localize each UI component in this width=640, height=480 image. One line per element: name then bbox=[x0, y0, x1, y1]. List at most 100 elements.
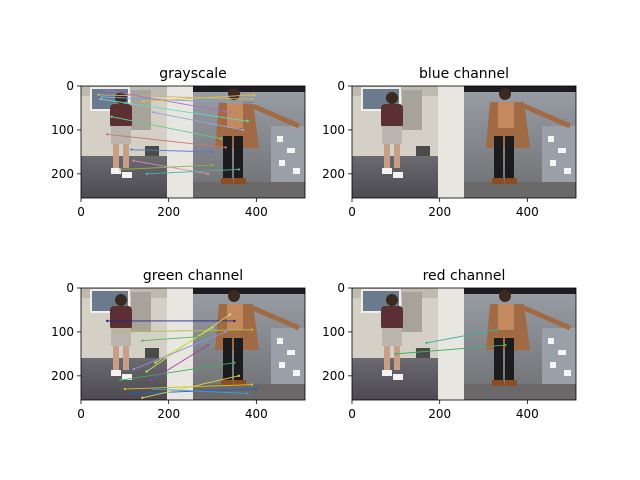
match-line bbox=[120, 362, 235, 381]
image-pair bbox=[81, 288, 305, 400]
keypoint bbox=[504, 343, 507, 347]
image-pair bbox=[352, 288, 576, 400]
keypoint bbox=[250, 383, 254, 386]
y-tick-label: 0 bbox=[66, 281, 74, 295]
keypoint bbox=[145, 370, 148, 373]
y-tick-label: 100 bbox=[51, 325, 74, 339]
subplot-1: blue channel 0 200 400 0 100 200 bbox=[322, 66, 577, 219]
subplot-3: red channel 0 200 400 0 100 200 bbox=[322, 268, 577, 421]
x-tick-label: 200 bbox=[428, 407, 451, 421]
keypoint bbox=[211, 150, 214, 154]
x-tick-label: 0 bbox=[348, 407, 356, 421]
keypoint bbox=[110, 115, 113, 118]
subplot-title: green channel bbox=[143, 268, 243, 284]
x-tick-label: 200 bbox=[157, 407, 180, 421]
keypoint bbox=[252, 93, 256, 96]
keypoint bbox=[141, 396, 144, 400]
keypoint bbox=[237, 168, 241, 171]
x-tick-label: 0 bbox=[348, 205, 356, 219]
keypoint bbox=[132, 368, 135, 371]
keypoint bbox=[228, 111, 232, 114]
keypoint bbox=[141, 339, 144, 342]
keypoint bbox=[119, 168, 122, 171]
match-line bbox=[111, 116, 222, 140]
keypoint bbox=[106, 89, 109, 92]
keypoint bbox=[130, 148, 133, 151]
keypoint bbox=[206, 172, 210, 176]
keypoint bbox=[106, 133, 109, 136]
keypoint bbox=[106, 319, 109, 323]
keypoint bbox=[123, 387, 127, 391]
match-line bbox=[100, 98, 248, 122]
y-tick-label: 0 bbox=[337, 281, 345, 295]
y-tick-label: 0 bbox=[337, 79, 345, 93]
y-tick-label: 200 bbox=[322, 369, 345, 383]
keypoint bbox=[241, 128, 245, 132]
y-tick-label: 200 bbox=[51, 167, 74, 181]
keypoint bbox=[211, 163, 214, 167]
keypoint bbox=[97, 93, 100, 96]
match-line bbox=[107, 89, 231, 113]
keypoint bbox=[206, 343, 210, 347]
keypoint bbox=[425, 341, 428, 345]
match-line bbox=[133, 331, 226, 370]
keypoint bbox=[99, 97, 102, 101]
keypoint bbox=[114, 330, 118, 334]
match-line bbox=[426, 329, 497, 344]
match-line bbox=[142, 335, 204, 342]
keypoint bbox=[255, 387, 258, 391]
keypoint bbox=[100, 95, 104, 99]
x-tick-label: 0 bbox=[77, 205, 85, 219]
match-line bbox=[131, 149, 213, 153]
keypoint bbox=[224, 330, 227, 334]
match-line bbox=[142, 375, 239, 399]
keypoint bbox=[495, 328, 498, 331]
subplot-2: green channel 0 200 400 0 100 200 bbox=[51, 268, 306, 421]
keypoint bbox=[132, 159, 135, 162]
y-tick-label: 0 bbox=[66, 79, 74, 93]
keypoint bbox=[228, 313, 232, 316]
keypoint bbox=[141, 100, 144, 103]
subplot-title: red channel bbox=[423, 268, 506, 284]
keypoint bbox=[394, 352, 398, 356]
keypoint bbox=[233, 319, 236, 323]
match-line bbox=[98, 94, 252, 100]
keypoint bbox=[152, 111, 155, 114]
keypoint bbox=[224, 146, 227, 149]
y-tick-label: 100 bbox=[322, 123, 345, 137]
keypoint bbox=[149, 379, 153, 382]
match-line bbox=[395, 344, 506, 355]
x-tick-label: 0 bbox=[77, 407, 85, 421]
match-line bbox=[153, 388, 248, 394]
keypoint bbox=[233, 361, 236, 364]
match-line bbox=[153, 111, 244, 131]
subplot-title: blue channel bbox=[419, 66, 509, 82]
x-tick-label: 400 bbox=[516, 205, 539, 219]
y-tick-label: 100 bbox=[322, 325, 345, 339]
match-line bbox=[150, 344, 209, 381]
x-tick-label: 200 bbox=[428, 205, 451, 219]
match-line bbox=[146, 169, 239, 175]
y-tick-label: 200 bbox=[322, 167, 345, 181]
image-pair bbox=[352, 86, 576, 198]
match-line bbox=[116, 329, 252, 333]
y-tick-label: 100 bbox=[51, 123, 74, 137]
x-tick-label: 400 bbox=[245, 205, 268, 219]
keypoint bbox=[246, 392, 249, 395]
keypoint bbox=[154, 361, 157, 364]
keypoint bbox=[132, 392, 135, 395]
keypoint bbox=[250, 328, 254, 331]
keypoint bbox=[211, 326, 214, 329]
x-tick-label: 400 bbox=[245, 407, 268, 421]
match-line bbox=[120, 164, 213, 170]
axes-frame bbox=[351, 85, 577, 199]
x-tick-label: 400 bbox=[516, 407, 539, 421]
keypoint bbox=[152, 387, 155, 391]
match-line bbox=[142, 94, 255, 102]
keypoint bbox=[237, 374, 241, 378]
axes-frame bbox=[351, 287, 577, 401]
axes-frame bbox=[80, 287, 306, 401]
keypoint bbox=[202, 335, 205, 338]
keypoint bbox=[119, 379, 122, 382]
match-line bbox=[107, 133, 226, 148]
